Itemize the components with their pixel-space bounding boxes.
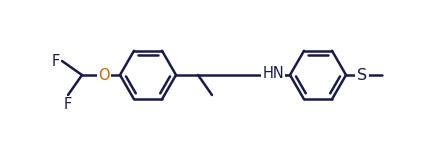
Text: F: F	[52, 54, 60, 69]
Text: HN: HN	[262, 66, 284, 81]
Text: O: O	[98, 68, 110, 82]
Text: F: F	[64, 97, 72, 112]
Text: S: S	[357, 68, 367, 82]
